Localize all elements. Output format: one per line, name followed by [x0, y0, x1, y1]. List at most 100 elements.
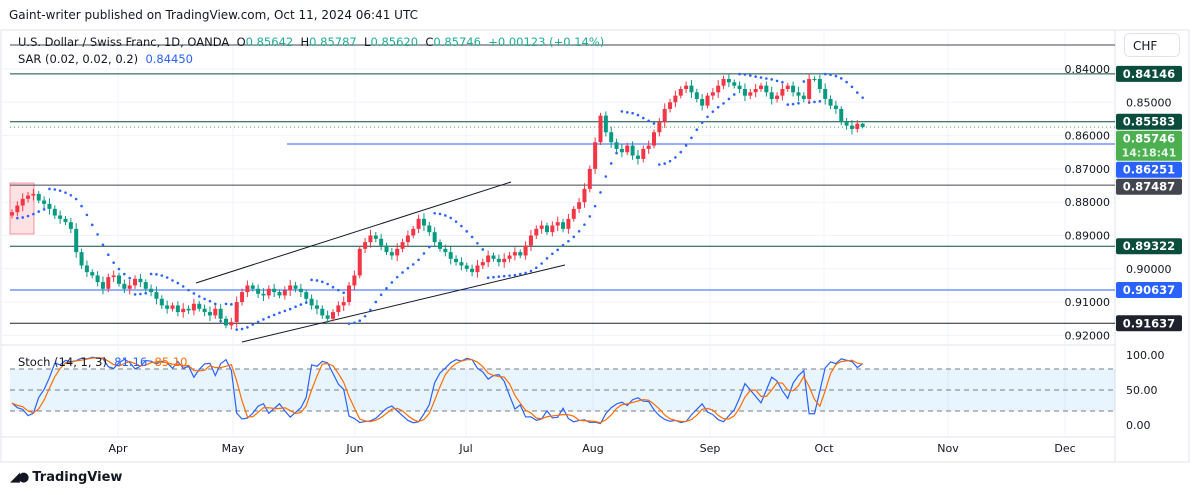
candle	[689, 80, 694, 98]
candle	[721, 75, 726, 90]
candle	[26, 192, 31, 203]
candle	[288, 279, 293, 297]
time-tick-label: Oct	[814, 442, 834, 455]
sar-dot	[64, 191, 67, 194]
sar-dot	[625, 111, 629, 114]
candle-body	[416, 218, 421, 229]
sar-dot	[690, 136, 693, 140]
candle	[587, 165, 592, 193]
candle-body	[700, 98, 705, 106]
candle	[191, 298, 196, 316]
sar-dot	[497, 275, 501, 278]
sar-dot	[492, 275, 495, 279]
candle-body	[716, 85, 721, 93]
sar-dot	[428, 245, 431, 249]
candle-body	[149, 288, 154, 293]
price-axis: 0.84000 0.85000 0.86000 0.87000 0.88000 0.890…	[1065, 63, 1182, 432]
candle-body	[138, 278, 143, 283]
candle	[421, 213, 426, 232]
time-tick-label: Nov	[937, 442, 959, 455]
candle	[52, 205, 57, 220]
sar-dot	[572, 235, 576, 239]
sar-dot	[813, 100, 816, 104]
candle	[791, 81, 796, 97]
candle	[528, 229, 533, 252]
sar-dot	[850, 85, 854, 89]
candle-body	[577, 202, 582, 209]
candle-body	[288, 285, 293, 291]
symbol-name: U.S. Dollar / Swiss Franc, 1D, OANDA	[18, 35, 230, 49]
sar-dot	[278, 311, 281, 315]
candle-body	[368, 235, 373, 243]
sar-dot	[524, 271, 527, 275]
sar-dot	[561, 243, 565, 247]
candle	[753, 84, 758, 98]
sar-dot	[802, 80, 806, 83]
candle-body	[266, 288, 271, 296]
sar-dot	[465, 230, 469, 233]
sar-dot	[155, 273, 158, 276]
candle	[47, 198, 52, 215]
candle	[36, 191, 41, 204]
sar-dot	[502, 274, 506, 278]
candle-body	[363, 242, 368, 249]
candle	[400, 238, 405, 253]
candle-body	[598, 115, 603, 143]
candle-body	[207, 312, 212, 316]
channel-lower-trendline[interactable]	[241, 264, 566, 343]
candle-body	[154, 292, 159, 299]
currency-button[interactable]: CHF	[1124, 33, 1180, 57]
candle-body	[427, 225, 432, 233]
sar-dot	[246, 326, 249, 329]
candle	[373, 232, 378, 243]
candle-body	[438, 242, 442, 249]
candle	[84, 260, 89, 278]
candle-body	[117, 275, 121, 284]
candle	[117, 272, 121, 287]
sar-dot	[203, 297, 206, 301]
candle	[726, 74, 731, 88]
candle-body	[197, 303, 202, 309]
candle	[229, 317, 234, 330]
sar-dot	[642, 116, 645, 120]
tradingview-logo[interactable]: ◢● TradingView	[10, 470, 123, 485]
sar-dot	[369, 308, 372, 312]
sar-dot	[342, 291, 346, 295]
candle-body	[555, 222, 560, 226]
candle-body	[111, 275, 116, 278]
sar-dot	[197, 295, 201, 298]
candle	[266, 285, 271, 299]
candle	[769, 86, 774, 105]
candle-body	[240, 292, 245, 303]
sar-dot	[26, 214, 30, 218]
sar-dot	[588, 215, 592, 218]
sar-dot	[16, 216, 19, 220]
sar-dot	[149, 272, 153, 276]
sar-dot	[321, 280, 324, 284]
sar-dot	[668, 159, 672, 163]
candle	[368, 229, 373, 248]
candle-body	[646, 145, 651, 149]
candle	[619, 144, 624, 158]
time-tick-label: Sep	[700, 442, 721, 455]
candle	[668, 98, 673, 113]
sar-dot	[32, 212, 35, 216]
sar-value: 0.84450	[145, 52, 193, 66]
candle	[545, 222, 549, 235]
candle-body	[759, 85, 763, 89]
candle-body	[742, 88, 747, 96]
candle	[577, 198, 582, 214]
candle-body	[389, 252, 394, 256]
level-label-bg	[1116, 178, 1182, 195]
sar-dot	[577, 229, 581, 233]
sar-dot	[358, 319, 362, 323]
candle	[630, 141, 635, 160]
candle-body	[470, 268, 475, 273]
candle-body	[133, 278, 138, 286]
channel-upper-trendline[interactable]	[195, 181, 512, 284]
candle-body	[710, 92, 715, 96]
level-label: 0.86251	[1123, 163, 1175, 177]
candle-body	[448, 252, 453, 259]
candle-body	[250, 285, 255, 289]
